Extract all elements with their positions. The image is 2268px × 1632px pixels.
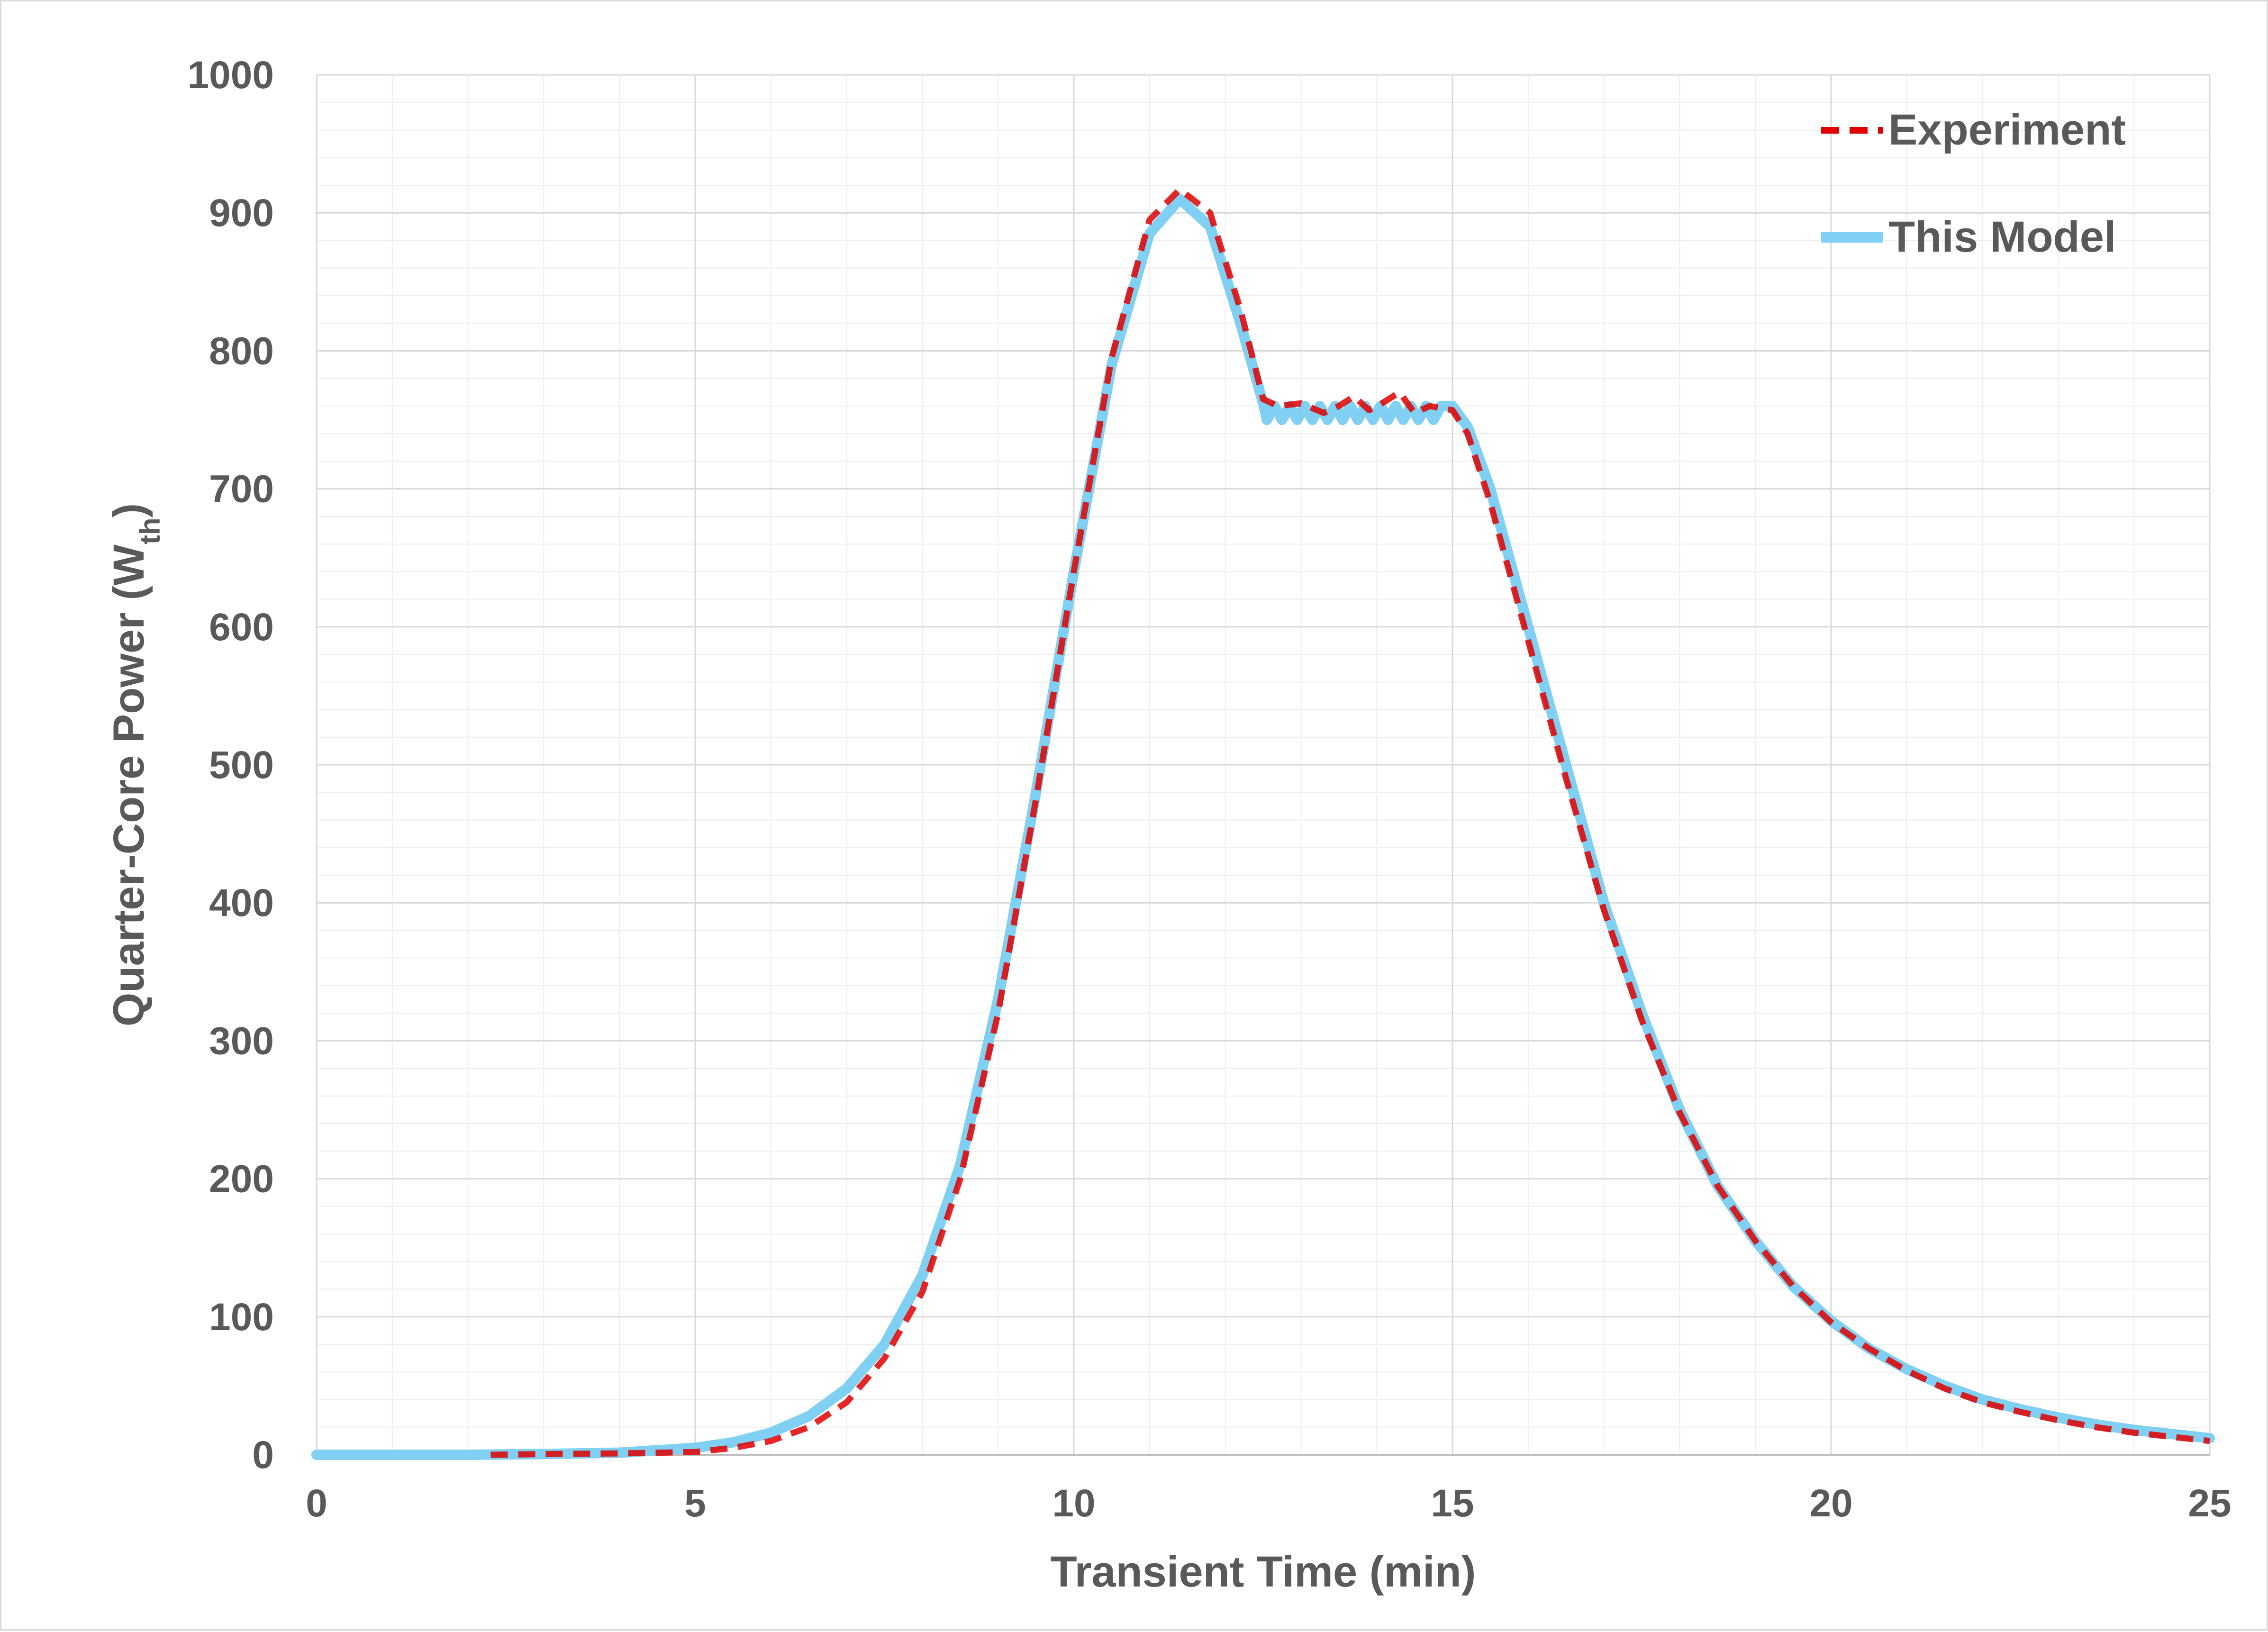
y-axis-title-main: Quarter-Core Power (W — [105, 544, 153, 1026]
y-tick-label: 500 — [209, 743, 274, 787]
x-tick-label: 25 — [2188, 1482, 2231, 1525]
x-tick-label: 0 — [306, 1482, 327, 1525]
y-tick-label: 100 — [209, 1296, 274, 1339]
y-tick-label: 1000 — [188, 54, 274, 97]
x-axis-title: Transient Time (min) — [1050, 1548, 1476, 1596]
major-grid — [316, 74, 2211, 1456]
y-tick-label: 200 — [209, 1158, 274, 1201]
x-tick-label: 10 — [1052, 1482, 1095, 1525]
y-tick-label: 900 — [209, 191, 274, 235]
y-tick-label: 600 — [209, 606, 274, 649]
legend: Experiment This Model — [1821, 106, 2126, 261]
y-tick-label: 800 — [209, 329, 274, 372]
x-tick-label: 20 — [1809, 1482, 1852, 1525]
y-axis-title-subscript: th — [134, 517, 166, 544]
series-line-this-model — [311, 194, 2215, 1460]
y-tick-label: 0 — [252, 1433, 274, 1477]
series-layer — [311, 186, 2215, 1460]
legend-label-this-model: This Model — [1888, 213, 2116, 261]
legend-label-experiment: Experiment — [1888, 106, 2126, 154]
y-tick-label: 300 — [209, 1019, 274, 1062]
series-line-experiment — [490, 186, 2210, 1458]
x-tick-labels: 0 5 10 15 20 25 — [306, 1482, 2231, 1525]
y-tick-labels: 0 100 200 300 400 500 600 700 800 900 1000 — [188, 54, 274, 1477]
x-tick-label: 5 — [684, 1482, 706, 1525]
y-axis-title-end: ) — [105, 503, 153, 518]
y-tick-label: 400 — [209, 881, 274, 925]
y-tick-label: 700 — [209, 468, 274, 511]
x-tick-label: 15 — [1431, 1482, 1474, 1525]
y-axis-title: Quarter-Core Power (Wth) — [105, 503, 166, 1027]
